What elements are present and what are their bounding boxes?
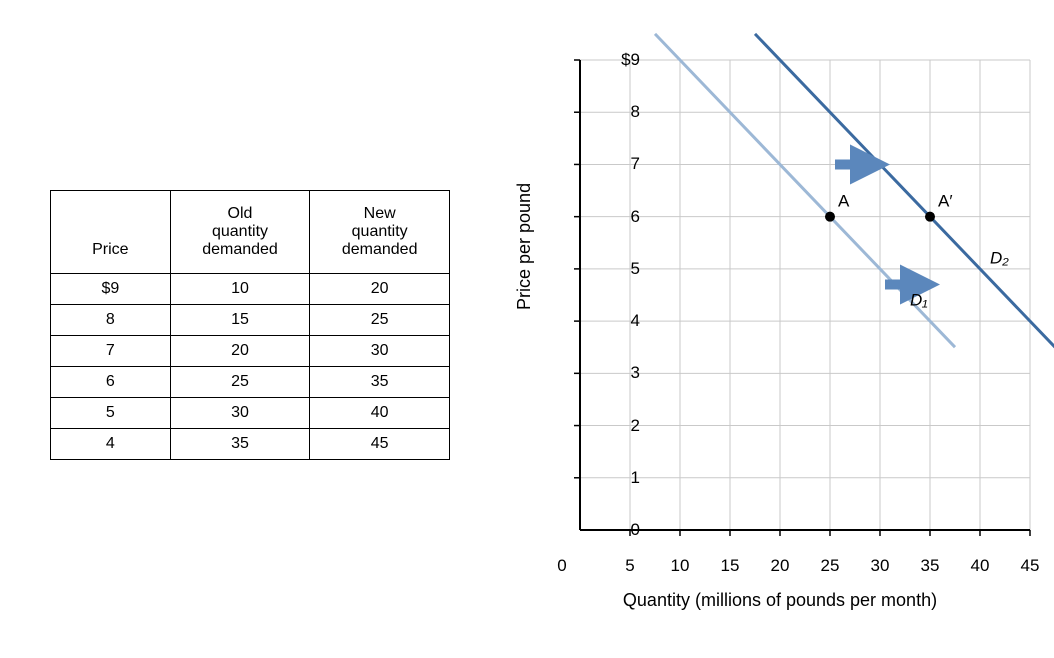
point-A <box>825 212 835 222</box>
col-new-qty: New quantity demanded <box>310 191 450 274</box>
table-row: 4 35 45 <box>51 429 450 460</box>
table-row: $9 10 20 <box>51 274 450 305</box>
y-tick-label: 1 <box>590 468 640 488</box>
col-old-qty: Old quantity demanded <box>170 191 310 274</box>
cell: 45 <box>310 429 450 460</box>
x-axis-label: Quantity (millions of pounds per month) <box>520 590 1040 611</box>
y-tick-label: 0 <box>590 520 640 540</box>
y-tick-label: 5 <box>590 259 640 279</box>
series-group <box>655 34 1054 347</box>
y-tick-label: 3 <box>590 363 640 383</box>
x-tick-label: 15 <box>710 556 750 576</box>
y-tick-label: 8 <box>590 102 640 122</box>
x-tick-label: 30 <box>860 556 900 576</box>
cell: 20 <box>170 336 310 367</box>
cell: 40 <box>310 398 450 429</box>
axes-group <box>574 60 1030 536</box>
cell: 25 <box>310 305 450 336</box>
cell: 25 <box>170 367 310 398</box>
demand-table: Price Old quantity demanded New quantity… <box>50 190 450 460</box>
figure-root: Price Old quantity demanded New quantity… <box>0 0 1054 658</box>
cell: 5 <box>51 398 171 429</box>
cell: $9 <box>51 274 171 305</box>
x-tick-label: 35 <box>910 556 950 576</box>
x-tick-label: 20 <box>760 556 800 576</box>
cell: 30 <box>310 336 450 367</box>
series-label-D1: D₁ <box>910 290 928 309</box>
x-tick-label: 5 <box>610 556 650 576</box>
cell: 30 <box>170 398 310 429</box>
cell: 35 <box>170 429 310 460</box>
y-tick-label: 6 <box>590 207 640 227</box>
y-tick-label: 4 <box>590 311 640 331</box>
cell: 4 <box>51 429 171 460</box>
point-A-prime <box>925 212 935 222</box>
x-tick-label: 25 <box>810 556 850 576</box>
demand-table-wrap: Price Old quantity demanded New quantity… <box>50 190 450 460</box>
grid-group <box>580 60 1030 530</box>
table-row: 7 20 30 <box>51 336 450 367</box>
table-row: 5 30 40 <box>51 398 450 429</box>
y-tick-label: $9 <box>590 50 640 70</box>
table-row: 8 15 25 <box>51 305 450 336</box>
point-label-A: A <box>838 192 850 211</box>
cell: 8 <box>51 305 171 336</box>
cell: 15 <box>170 305 310 336</box>
cell: 6 <box>51 367 171 398</box>
plot-svg: D₁ D₂ A A′ <box>580 60 1030 560</box>
x-tick-label: 10 <box>660 556 700 576</box>
cell: 7 <box>51 336 171 367</box>
cell: 35 <box>310 367 450 398</box>
y-tick-label: 7 <box>590 154 640 174</box>
cell: 20 <box>310 274 450 305</box>
cell: 10 <box>170 274 310 305</box>
y-tick-label: 2 <box>590 416 640 436</box>
x-tick-label: 0 <box>542 556 582 576</box>
point-label-A-prime: A′ <box>938 192 953 211</box>
x-tick-label: 45 <box>1010 556 1050 576</box>
demand-chart: Price per pound Quantity (millions of po… <box>520 60 1040 620</box>
series-label-D2: D₂ <box>990 249 1009 268</box>
table-header-row: Price Old quantity demanded New quantity… <box>51 191 450 274</box>
table-row: 6 25 35 <box>51 367 450 398</box>
demand-line-D2 <box>755 34 1054 347</box>
y-axis-label: Price per pound <box>514 183 535 310</box>
col-price: Price <box>51 191 171 274</box>
x-tick-label: 40 <box>960 556 1000 576</box>
